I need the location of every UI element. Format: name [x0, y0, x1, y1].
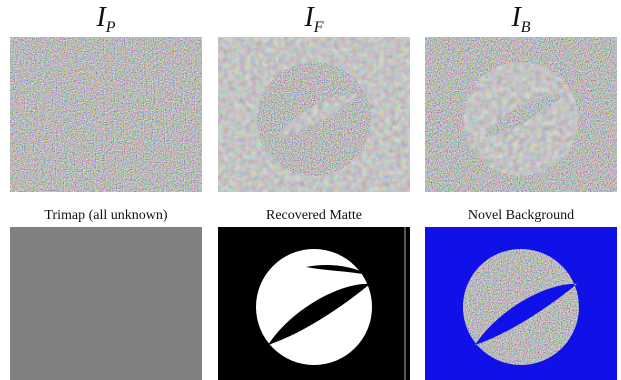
- label-ip-subscript: P: [105, 19, 116, 36]
- label-if-symbol: I: [304, 2, 314, 33]
- label-ib-symbol: I: [511, 2, 521, 33]
- panel-matte: [218, 227, 410, 380]
- panel-ip: [10, 37, 202, 192]
- label-ip-symbol: I: [96, 2, 106, 33]
- panel-ib: [425, 37, 617, 192]
- label-ib-subscript: B: [520, 19, 531, 36]
- label-if-subscript: F: [313, 19, 324, 36]
- noise-image-ip: [10, 37, 202, 192]
- novel-background-image: [425, 227, 617, 380]
- caption-matte: Recovered Matte: [265, 208, 362, 223]
- panel-trimap: [10, 227, 202, 380]
- noise-image-ib: [425, 37, 617, 192]
- label-ib: IB: [425, 4, 617, 42]
- matte-image: [256, 227, 406, 380]
- panel-if: [218, 37, 410, 192]
- panel-novel: [425, 227, 617, 380]
- noise-image-if: [218, 37, 410, 192]
- label-if: IF: [218, 4, 410, 42]
- caption-trimap: Trimap (all unknown): [44, 208, 168, 223]
- label-ip: IP: [10, 4, 202, 42]
- caption-novel: Novel Background: [467, 208, 575, 223]
